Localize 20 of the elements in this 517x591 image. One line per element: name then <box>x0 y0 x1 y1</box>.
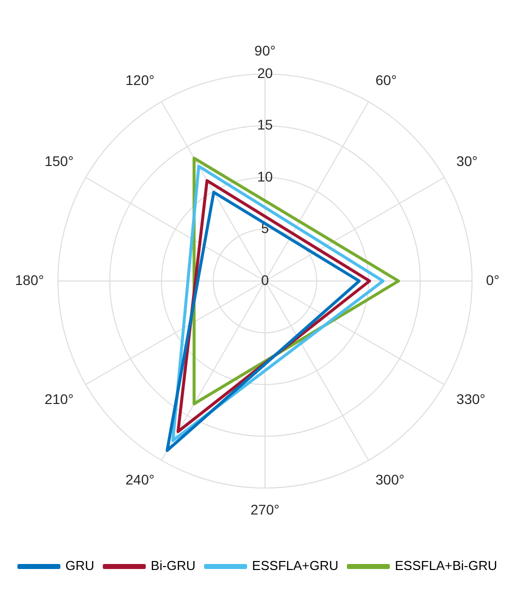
y-tick-label: 0 <box>261 272 270 288</box>
y-tick-label: 15 <box>257 116 273 133</box>
legend-label: Bi-GRU <box>150 558 196 574</box>
spoke-label: 120° <box>126 72 154 88</box>
spoke-label: 90° <box>254 42 276 58</box>
spoke-label: 60° <box>376 72 397 88</box>
spoke-label: 210° <box>44 390 74 407</box>
spoke-label: 270° <box>250 501 280 518</box>
spoke-label: 30° <box>456 152 478 169</box>
spoke-label: 150° <box>44 152 74 169</box>
legend-label: GRU <box>65 558 94 574</box>
spoke-label: 240° <box>126 472 154 488</box>
spoke-label: 330° <box>456 390 486 407</box>
spoke-label: 0° <box>486 272 500 288</box>
legend-label: ESSFLA+Bi-GRU <box>394 558 498 574</box>
spoke-label: 180° <box>14 272 44 288</box>
y-tick-label: 20 <box>257 64 273 81</box>
spoke-label: 300° <box>376 472 404 488</box>
y-tick-label: 10 <box>257 168 273 184</box>
legend-label: ESSFLA+GRU <box>252 558 338 574</box>
